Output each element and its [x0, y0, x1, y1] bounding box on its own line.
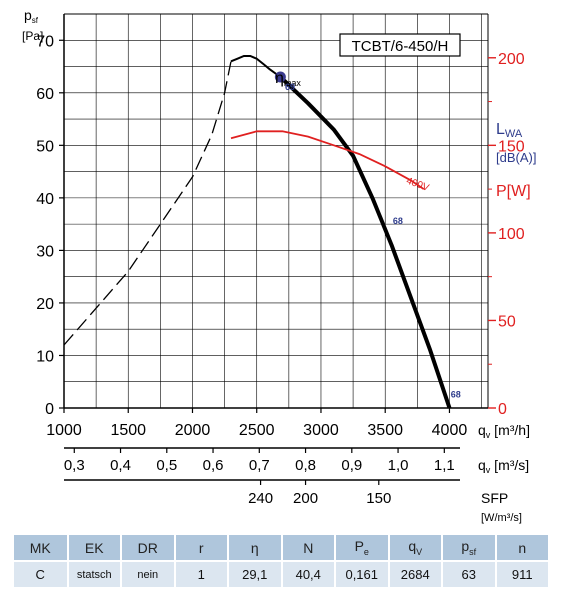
y-axis-tick-label: 20 — [36, 296, 54, 313]
y-axis-tick-label: 40 — [36, 191, 54, 208]
noise-level-label: 69 — [285, 82, 295, 92]
eta-max-point — [274, 71, 286, 83]
power-axis-tick-label: 0 — [498, 401, 507, 418]
x2-axis-tick-label: 0,6 — [203, 457, 224, 474]
noise-level-label: 68 — [393, 216, 403, 226]
y-axis-tick-label: 50 — [36, 138, 54, 155]
x2-axis-tick-label: 0,9 — [341, 457, 362, 474]
x-axis-tick-label: 2500 — [239, 422, 275, 439]
power-curve — [230, 130, 425, 190]
y-axis-tick-label: 10 — [36, 348, 54, 365]
spec-header-cell: n — [495, 535, 550, 561]
x-axis-label: qv [m³/h] — [478, 422, 530, 440]
x2-axis-tick-label: 0,7 — [249, 457, 270, 474]
power-axis-tick-label: 200 — [498, 51, 525, 68]
spec-value-cell: 0,161 — [335, 560, 390, 587]
spec-header-cell: DR — [121, 535, 176, 561]
spec-header-cell: EK — [67, 535, 122, 561]
x-axis-tick-label: 3500 — [367, 422, 403, 439]
spec-value-cell: 29,1 — [228, 560, 283, 587]
spec-table-header-row: MK EK DR r η N Pe qV psf n — [14, 535, 550, 561]
x-axis-tick-label: 3000 — [303, 422, 339, 439]
plot-frame — [59, 13, 496, 485]
eta-max-label: ηmax — [275, 70, 301, 88]
spec-value-cell: 1 — [174, 560, 229, 587]
spec-value-cell: 911 — [495, 560, 550, 587]
model-box — [339, 33, 461, 57]
y-axis-tick-label: 30 — [36, 243, 54, 260]
x2-axis-label: qv [m³/s] — [478, 457, 529, 475]
power-axis-tick-label: 50 — [498, 313, 516, 330]
noise-level-label: 68 — [451, 389, 461, 399]
x-axis-tick-label: 1000 — [46, 422, 82, 439]
pressure-curve-dashed — [63, 61, 232, 346]
spec-header-cell: N — [281, 535, 336, 561]
spec-value-cell: 2684 — [388, 560, 443, 587]
spec-value-cell: 63 — [442, 560, 497, 587]
y-axis-unit: [Pa] — [22, 29, 43, 43]
spec-value-cell: nein — [121, 560, 176, 587]
y-axis-tick-label: 70 — [36, 33, 54, 50]
sfp-axis-unit: [W/m³/s] — [481, 512, 522, 524]
power-axis-label: P[W] — [496, 183, 531, 200]
spec-header-cell: psf — [442, 535, 497, 561]
spec-value-cell: 40,4 — [281, 560, 336, 587]
power-axis-tick-label: 100 — [498, 226, 525, 243]
spec-header-cell: Pe — [335, 535, 390, 561]
sfp-axis-tick-label: 240 — [248, 490, 273, 507]
y-axis-tick-label: 60 — [36, 86, 54, 103]
spec-header-cell: η — [228, 535, 283, 561]
x2-axis-tick-label: 0,5 — [156, 457, 177, 474]
power-axis-tick-label: 150 — [498, 138, 525, 155]
lwa-unit: [dB(A)] — [496, 150, 536, 165]
y-axis-tick-label: 0 — [45, 401, 54, 418]
x2-axis-tick-label: 0,8 — [295, 457, 316, 474]
spec-header-cell: qV — [388, 535, 443, 561]
x2-axis-tick-label: 0,3 — [64, 457, 85, 474]
spec-header-cell: r — [174, 535, 229, 561]
pressure-curve-thin — [230, 55, 281, 78]
y-axis-label: psf — [24, 7, 39, 25]
sfp-axis-label: SFP — [481, 490, 508, 506]
spec-header-cell: MK — [14, 535, 69, 561]
x2-axis-tick-label: 1,0 — [388, 457, 409, 474]
lwa-label: LWA — [496, 121, 523, 140]
x2-axis-tick-label: 1,1 — [434, 457, 455, 474]
x-axis-tick-label: 1500 — [110, 422, 146, 439]
curves — [63, 55, 452, 409]
x-axis-tick-label: 4000 — [432, 422, 468, 439]
x2-axis-tick-label: 0,4 — [110, 457, 131, 474]
spec-value-cell: C — [14, 560, 69, 587]
sfp-axis-tick-label: 150 — [366, 490, 391, 507]
pressure-curve-thick — [279, 75, 452, 409]
power-curve-label: 400V — [405, 176, 431, 194]
sfp-axis-tick-label: 200 — [293, 490, 318, 507]
model-label: TCBT/6-450/H — [352, 38, 449, 55]
spec-value-cell: statsch — [67, 560, 122, 587]
x-axis-tick-label: 2000 — [175, 422, 211, 439]
